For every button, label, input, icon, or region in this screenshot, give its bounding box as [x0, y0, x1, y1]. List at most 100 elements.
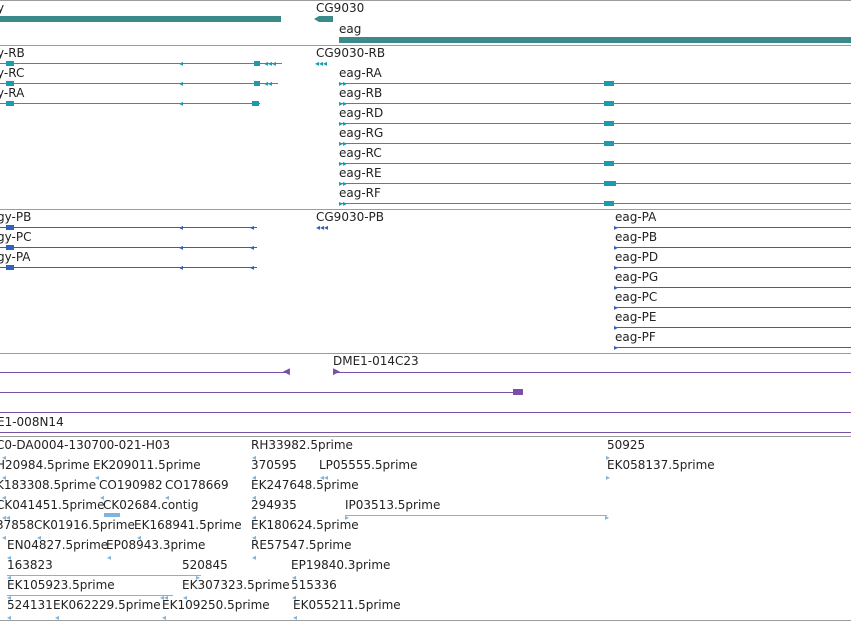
- est-label[interactable]: RE57547.5prime: [251, 538, 352, 552]
- transcript-label[interactable]: y-RA: [0, 86, 25, 100]
- strand-arrow-icon: ◂: [252, 453, 257, 462]
- cds-label[interactable]: gy-PB: [0, 210, 32, 224]
- cds-label[interactable]: gy-PA: [0, 250, 31, 264]
- exon[interactable]: [254, 81, 260, 86]
- est-label[interactable]: 294935: [251, 498, 297, 512]
- transcript-label[interactable]: eag-RB: [339, 86, 383, 100]
- transcript-label[interactable]: eag-RA: [339, 66, 382, 80]
- strand-arrows-icon: ▸▸: [339, 79, 348, 88]
- est-label[interactable]: IP03513.5prime: [345, 498, 441, 512]
- clone-end[interactable]: [513, 389, 523, 395]
- clone-line[interactable]: [0, 372, 289, 373]
- exon[interactable]: [604, 141, 614, 146]
- exon[interactable]: [6, 61, 14, 66]
- exon[interactable]: [604, 201, 614, 206]
- strand-arrows-icon: ◂: [179, 99, 184, 108]
- clone-line[interactable]: [0, 412, 851, 413]
- cds-label[interactable]: eag-PE: [615, 310, 657, 324]
- est-label[interactable]: H20984.5prime: [0, 458, 90, 472]
- est-label[interactable]: 50925: [607, 438, 646, 452]
- clone-label[interactable]: E1-008N14: [0, 415, 64, 429]
- clone-line[interactable]: [0, 392, 521, 393]
- est-label[interactable]: EK209011.5prime: [93, 458, 201, 472]
- clone-line[interactable]: [334, 372, 851, 373]
- exon[interactable]: [604, 161, 614, 166]
- est-line[interactable]: [7, 575, 201, 576]
- exon[interactable]: [252, 101, 259, 106]
- est-label[interactable]: EK307323.5prime: [182, 578, 290, 592]
- cds-segment[interactable]: [6, 245, 14, 250]
- est-glyph[interactable]: [104, 513, 120, 517]
- exon[interactable]: [604, 181, 616, 186]
- gene-glyph[interactable]: [319, 16, 333, 22]
- strand-arrows-icon: ▸▸: [339, 159, 348, 168]
- cds-label[interactable]: eag-PG: [615, 270, 659, 284]
- gene-glyph[interactable]: [0, 16, 281, 22]
- cds-label[interactable]: eag-PC: [615, 290, 658, 304]
- cds-label[interactable]: CG9030-PB: [316, 210, 385, 224]
- est-label[interactable]: CK01916.5prime: [34, 518, 135, 532]
- est-label[interactable]: LP05555.5prime: [319, 458, 418, 472]
- est-label[interactable]: 37858: [0, 518, 35, 532]
- exon[interactable]: [604, 121, 614, 126]
- est-label[interactable]: CK02684.contig: [103, 498, 199, 512]
- est-label[interactable]: RH33982.5prime: [251, 438, 353, 452]
- cds-label[interactable]: eag-PB: [615, 230, 658, 244]
- est-label[interactable]: EK247648.5prime: [251, 478, 359, 492]
- est-label[interactable]: EP08943.3prime: [106, 538, 206, 552]
- exon[interactable]: [604, 81, 614, 86]
- transcript-label[interactable]: y-RC: [0, 66, 25, 80]
- exon[interactable]: [604, 101, 614, 106]
- gene-label[interactable]: eag: [339, 22, 362, 36]
- est-label[interactable]: CK041451.5prime: [0, 498, 105, 512]
- cds-segment[interactable]: [6, 225, 14, 230]
- clone-label[interactable]: DME1-014C23: [333, 354, 419, 368]
- strand-arrow-icon: ▸: [605, 513, 610, 522]
- est-label[interactable]: 163823: [7, 558, 53, 572]
- est-label[interactable]: EK105923.5prime: [7, 578, 115, 592]
- transcript-label[interactable]: y-RB: [0, 46, 25, 60]
- cds-label[interactable]: eag-PD: [615, 250, 659, 264]
- est-label[interactable]: C0-DA0004-130700-021-H03: [0, 438, 171, 452]
- transcript-label[interactable]: eag-RF: [339, 186, 381, 200]
- transcript-label[interactable]: eag-RG: [339, 126, 384, 140]
- gene-label[interactable]: y: [0, 1, 5, 15]
- est-label[interactable]: EP19840.3prime: [291, 558, 391, 572]
- strand-arrows-icon: ◂: [179, 79, 184, 88]
- transcript-intron-line: [339, 83, 851, 84]
- est-label[interactable]: EK109250.5prime: [162, 598, 270, 612]
- est-label[interactable]: CO178669: [165, 478, 229, 492]
- transcript-label[interactable]: eag-RE: [339, 166, 382, 180]
- transcript-intron-line: [339, 103, 851, 104]
- gene-label[interactable]: CG9030: [316, 1, 365, 15]
- exon[interactable]: [254, 61, 260, 66]
- est-label[interactable]: EK180624.5prime: [251, 518, 359, 532]
- exon[interactable]: [6, 81, 14, 86]
- est-line[interactable]: [7, 595, 173, 596]
- est-label[interactable]: EK055211.5prime: [293, 598, 401, 612]
- est-label[interactable]: 370595: [251, 458, 297, 472]
- est-line[interactable]: [345, 515, 607, 516]
- est-label[interactable]: 524131: [7, 598, 53, 612]
- transcript-label[interactable]: eag-RD: [339, 106, 384, 120]
- cds-label[interactable]: gy-PC: [0, 230, 32, 244]
- gene-glyph[interactable]: [339, 37, 851, 43]
- est-label[interactable]: EK168941.5prime: [134, 518, 242, 532]
- est-label[interactable]: CO190982: [99, 478, 163, 492]
- transcript-label[interactable]: CG9030-RB: [316, 46, 386, 60]
- exon[interactable]: [6, 101, 14, 106]
- est-label[interactable]: EK062229.5prime: [53, 598, 161, 612]
- clone-line[interactable]: [0, 432, 851, 433]
- est-label[interactable]: K183308.5prime: [0, 478, 97, 492]
- strand-arrow-icon: ◂: [252, 513, 257, 522]
- cds-line: [615, 327, 851, 328]
- est-label[interactable]: EK058137.5prime: [607, 458, 715, 472]
- est-label[interactable]: 515336: [291, 578, 337, 592]
- est-label[interactable]: EN04827.5prime: [7, 538, 109, 552]
- est-label[interactable]: 520845: [182, 558, 228, 572]
- transcript-label[interactable]: eag-RC: [339, 146, 382, 160]
- cds-segment[interactable]: [6, 265, 14, 270]
- strand-arrow-icon: ◂: [55, 613, 60, 622]
- cds-label[interactable]: eag-PA: [615, 210, 657, 224]
- cds-label[interactable]: eag-PF: [615, 330, 656, 344]
